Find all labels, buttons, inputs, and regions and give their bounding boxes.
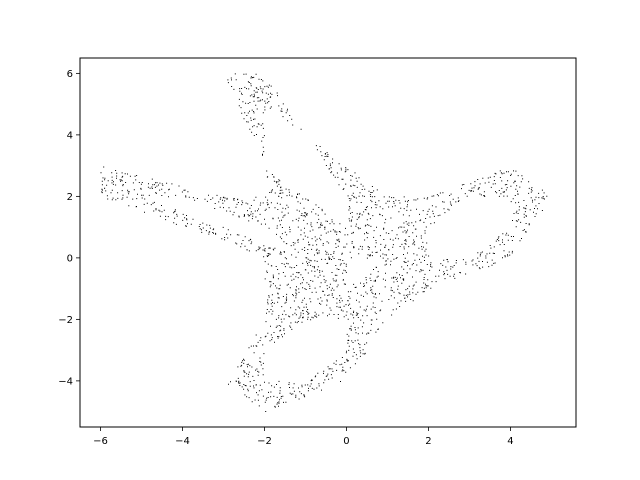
axes-frame: [79, 57, 577, 428]
y-tick-label: 2: [67, 192, 73, 203]
y-tick-label: −2: [58, 315, 73, 326]
x-tick-label: 0: [343, 436, 349, 447]
x-axis: −6 −4 −2 0 2 4: [93, 427, 514, 447]
y-tick-label: 6: [67, 69, 73, 80]
y-tick-label: 4: [67, 130, 73, 141]
y-axis: −4 −2 0 2 4 6: [58, 69, 80, 387]
x-tick-label: 2: [425, 436, 431, 447]
x-tick-label: −6: [93, 436, 108, 447]
y-tick-label: 0: [67, 253, 73, 264]
x-tick-label: −2: [257, 436, 272, 447]
y-tick-label: −4: [58, 376, 73, 387]
x-tick-label: 4: [507, 436, 513, 447]
x-tick-label: −4: [175, 436, 190, 447]
